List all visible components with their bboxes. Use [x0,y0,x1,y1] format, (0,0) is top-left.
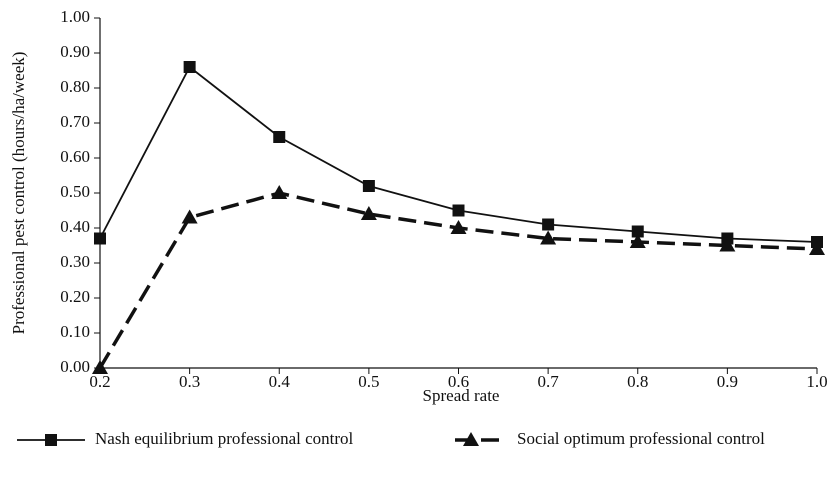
legend-marker [463,432,479,446]
legend-label: Social optimum professional control [517,429,765,448]
x-tick-label: 0.5 [358,372,379,391]
marker [362,180,375,192]
marker [452,204,465,217]
y-tick-label: 1.00 [60,7,90,26]
x-tick-label: 0.6 [448,372,469,391]
y-tick-label: 0.90 [60,42,90,61]
x-tick-label: 0.3 [179,372,200,391]
x-axis-title: Spread rate [423,386,500,405]
y-tick-label: 0.20 [60,287,90,306]
marker [360,206,377,220]
x-tick-label: 0.7 [538,372,560,391]
marker [809,241,825,255]
x-tick-label: 0.9 [717,372,738,391]
y-tick-label: 0.60 [60,147,90,166]
marker [629,234,646,248]
marker [94,232,106,245]
marker [450,220,467,234]
marker [271,185,288,199]
y-tick-label: 0.00 [60,357,90,376]
marker [183,61,196,73]
y-axis-title: Professional pest control (hours/ha/week… [9,52,28,335]
y-tick-label: 0.50 [60,182,90,201]
marker [542,218,555,231]
marker [181,209,198,224]
marker [92,360,108,374]
series-line [98,191,818,369]
marker [540,230,557,245]
y-tick-label: 0.80 [60,77,90,96]
x-tick-label: 0.8 [627,372,648,391]
y-tick-label: 0.10 [60,322,90,341]
marker [631,225,644,238]
x-tick-label: 0.2 [89,372,110,391]
y-tick-label: 0.70 [60,112,90,131]
marker [719,237,736,252]
x-tick-label: 1.0 [806,372,827,391]
y-tick-label: 0.30 [60,252,90,271]
marker [273,131,286,143]
legend-label: Nash equilibrium professional control [95,429,354,448]
y-tick-label: 0.40 [60,217,90,236]
legend-marker [45,434,57,446]
x-tick-label: 0.4 [269,372,291,391]
